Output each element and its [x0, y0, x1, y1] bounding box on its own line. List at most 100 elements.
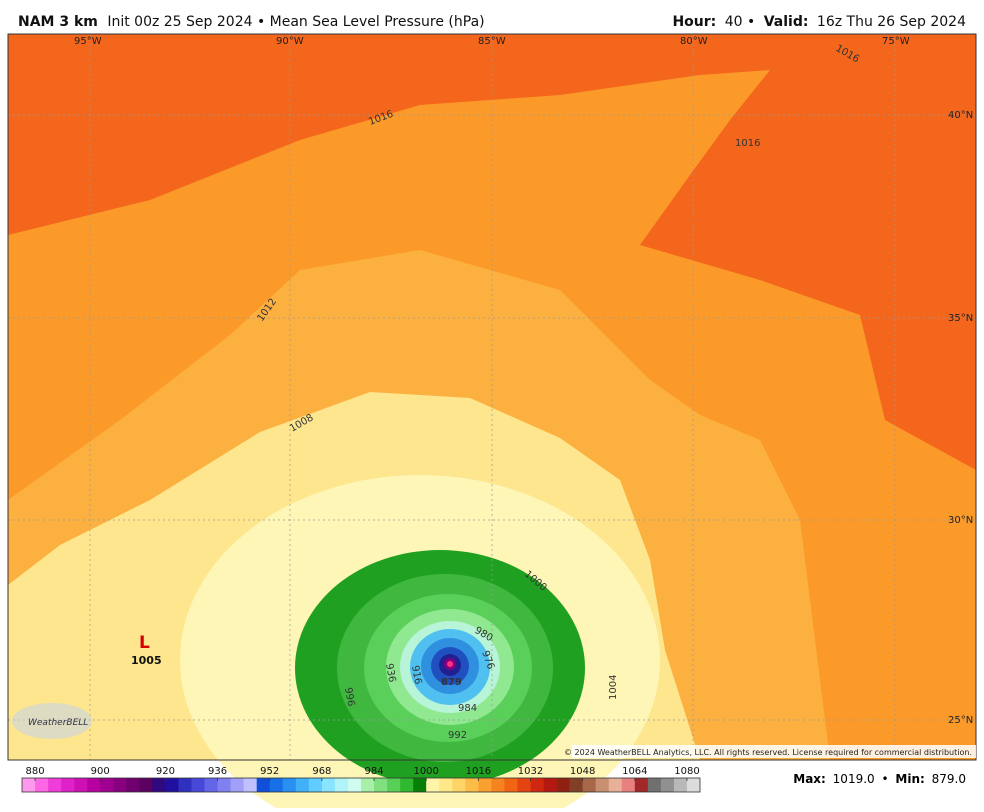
- lat-label: 30°N: [948, 515, 973, 526]
- band-880: [447, 661, 453, 667]
- contour-label: 1004: [608, 675, 619, 700]
- colorbar-label: 1048: [570, 766, 595, 777]
- colorbar-swatch: [22, 778, 36, 792]
- colorbar-swatch: [35, 778, 49, 792]
- colorbar: 880 900 920 936 952 968 984 1000 1016 1032 1048 106…: [21, 766, 701, 793]
- colorbar-label: 900: [91, 766, 110, 777]
- colorbar-swatch: [178, 778, 192, 792]
- colorbar-swatch: [256, 778, 271, 792]
- colorbar-swatch: [321, 778, 336, 792]
- logo: WeatherBELL: [28, 718, 88, 728]
- lat-label: 35°N: [948, 313, 973, 324]
- colorbar-swatch: [686, 778, 701, 792]
- colorbar-swatch: [582, 778, 596, 792]
- copyright-bg: [572, 745, 976, 758]
- colorbar-swatch: [217, 778, 231, 792]
- colorbar-label: 968: [312, 766, 331, 777]
- hour: 40 •: [725, 14, 756, 30]
- colorbar-swatch: [87, 778, 101, 792]
- colorbar-label: 1080: [674, 766, 699, 777]
- colorbar-swatch: [269, 778, 284, 792]
- contour-label: 992: [448, 730, 467, 741]
- colorbar-swatch: [334, 778, 349, 792]
- colorbar-swatch: [243, 778, 257, 792]
- contour-label: 916: [409, 665, 423, 686]
- contour-label: 936: [383, 663, 397, 684]
- colorbar-swatch: [347, 778, 362, 792]
- copyright: © 2024 WeatherBELL Analytics, LLC. All r…: [564, 748, 972, 757]
- lon-label: 85°W: [478, 36, 506, 47]
- min-label: Min:: [895, 772, 924, 786]
- colorbar-label: 936: [208, 766, 227, 777]
- colorbar-swatch: [595, 778, 610, 792]
- colorbar-swatch: [387, 778, 401, 792]
- stats: Max: 1019.0 • Min: 879.0: [793, 772, 966, 786]
- colorbar-swatch: [556, 778, 570, 792]
- colorbar-swatch: [152, 778, 166, 792]
- colorbar-swatch: [165, 778, 179, 792]
- colorbar-swatch: [439, 778, 453, 792]
- colorbar-swatch: [361, 778, 375, 792]
- colorbar-label: 1032: [518, 766, 543, 777]
- contour-label: 984: [458, 703, 477, 714]
- colorbar-swatch: [374, 778, 388, 792]
- colorbar-swatch: [113, 778, 127, 792]
- colorbar-swatch: [413, 778, 427, 792]
- colorbar-swatch: [634, 778, 649, 792]
- colorbar-swatch: [452, 778, 466, 792]
- colorbar-swatch: [204, 778, 218, 792]
- colorbar-swatch: [621, 778, 636, 792]
- logo-swoosh: [12, 703, 92, 739]
- colorbar-swatch: [569, 778, 583, 792]
- colorbar-swatch: [48, 778, 62, 792]
- lon-label: 80°W: [680, 36, 708, 47]
- colorbar-swatch: [191, 778, 205, 792]
- colorbar-swatch: [426, 778, 440, 792]
- colorbar-label: 952: [260, 766, 279, 777]
- colorbar-swatch: [139, 778, 153, 792]
- colorbar-label: 1064: [622, 766, 647, 777]
- colorbar-swatch: [478, 778, 492, 792]
- init: Init 00z 25 Sep 2024 • Mean Sea Level Pr…: [107, 14, 484, 30]
- colorbar-swatch: [308, 778, 323, 792]
- low-pressure: 1005: [131, 654, 162, 667]
- colorbar-frame: [21, 777, 701, 793]
- low-symbol: L: [139, 633, 150, 653]
- max-label: Max:: [793, 772, 826, 786]
- graticule: [8, 34, 976, 760]
- valid-label: Valid:: [764, 14, 809, 30]
- colorbar-swatch: [517, 778, 531, 792]
- colorbar-label: 880: [25, 766, 44, 777]
- colorbar-label: 1000: [413, 766, 438, 777]
- colorbar-swatch: [647, 778, 662, 792]
- lon-label: 75°W: [882, 36, 910, 47]
- header-right: Hour: 40 • Valid: 16z Thu 26 Sep 2024: [672, 14, 966, 30]
- max: 1019.0: [833, 772, 875, 786]
- map: 40°N 35°N 30°N 25°N 95°W 90°W 85°W 80°W …: [7, 33, 977, 812]
- colorbar-swatch: [61, 778, 75, 792]
- lat-label: 25°N: [948, 715, 973, 726]
- colorbar-swatch: [282, 778, 297, 792]
- colorbar-swatch: [295, 778, 310, 792]
- colorbar-swatch: [126, 778, 140, 792]
- contour-label: 1016: [735, 138, 760, 149]
- lat-label: 40°N: [948, 110, 973, 121]
- colorbar-swatch: [100, 778, 114, 792]
- colorbar-swatch: [465, 778, 479, 792]
- map-frame: [7, 33, 977, 761]
- colorbar-swatch: [673, 778, 688, 792]
- hour-label: Hour:: [672, 14, 716, 30]
- valid: 16z Thu 26 Sep 2024: [817, 14, 966, 30]
- colorbar-label: 920: [156, 766, 175, 777]
- colorbar-swatch: [660, 778, 675, 792]
- colorbar-swatch: [530, 778, 544, 792]
- colorbar-swatch: [491, 778, 505, 792]
- colorbar-swatch: [504, 778, 518, 792]
- model: NAM 3 km: [18, 14, 98, 30]
- center-pressure: 879: [441, 677, 462, 688]
- lon-label: 90°W: [276, 36, 304, 47]
- colorbar-swatch: [230, 778, 244, 792]
- colorbar-label: 1016: [466, 766, 491, 777]
